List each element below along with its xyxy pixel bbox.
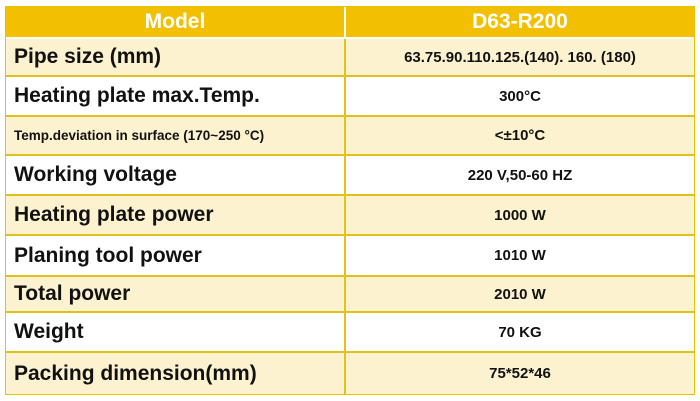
row-value: 1010 W	[494, 247, 546, 264]
row-value: 75*52*46	[489, 365, 551, 382]
row-label: Heating plate max.Temp.	[6, 77, 346, 115]
row-value: <±10°C	[494, 127, 546, 144]
row-label: Total power	[6, 277, 346, 311]
row-label: Packing dimension(mm)	[6, 353, 346, 394]
table-row-total-power: Total power 2010 W	[6, 277, 694, 313]
table-row-working-voltage: Working voltage 220 V,50-60 HZ	[6, 156, 694, 196]
spec-table: Model D63-R200 Pipe size (mm) 63.75.90.1…	[5, 6, 695, 395]
row-value: 2010 W	[494, 285, 546, 303]
header-model-value: D63-R200	[472, 10, 568, 33]
row-value: 70 KG	[498, 323, 542, 341]
table-row-max-temp: Heating plate max.Temp. 300°C	[6, 77, 694, 117]
table-row-heating-power: Heating plate power 1000 W	[6, 196, 694, 236]
row-label: Working voltage	[6, 156, 346, 194]
row-label: Planing tool power	[6, 236, 346, 275]
row-value: 1000 W	[494, 206, 546, 224]
row-label: Weight	[6, 313, 346, 351]
row-label: Temp.deviation in surface (170~250 °C)	[6, 117, 346, 154]
row-value: 300°C	[499, 87, 541, 105]
row-label: Pipe size (mm)	[6, 39, 346, 75]
header-model-label: Model	[6, 7, 346, 37]
row-value: 63.75.90.110.125.(140). 160. (180)	[404, 48, 636, 66]
table-row-planing-power: Planing tool power 1010 W	[6, 236, 694, 277]
table-header-row: Model D63-R200	[6, 7, 694, 39]
table-row-weight: Weight 70 KG	[6, 313, 694, 353]
row-label: Heating plate power	[6, 196, 346, 234]
table-row-temp-deviation: Temp.deviation in surface (170~250 °C) <…	[6, 117, 694, 156]
row-value: 220 V,50-60 HZ	[467, 166, 573, 184]
table-row-packing-dimension: Packing dimension(mm) 75*52*46	[6, 353, 694, 394]
table-row-pipe-size: Pipe size (mm) 63.75.90.110.125.(140). 1…	[6, 39, 694, 77]
